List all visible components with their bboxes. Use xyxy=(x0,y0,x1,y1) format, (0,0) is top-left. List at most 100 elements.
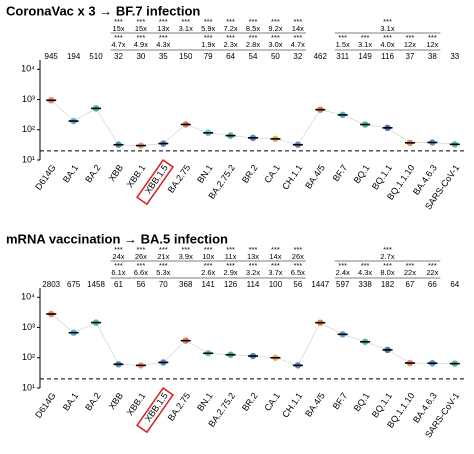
gmt-label: 79 xyxy=(204,52,213,61)
x-tick-label: XBB.1 xyxy=(125,391,148,418)
gmt-label: 33 xyxy=(450,52,459,61)
gmt-label: 50 xyxy=(271,52,280,61)
gmt-label: 311 xyxy=(336,52,349,61)
gmt-label: 1458 xyxy=(87,280,105,289)
connector xyxy=(365,341,388,351)
highlight-box xyxy=(136,387,174,434)
x-tick-label: BA.1 xyxy=(61,163,80,185)
gmt-label: 66 xyxy=(428,280,437,289)
x-tick-label: CA.1 xyxy=(262,163,282,185)
significance: *** xyxy=(137,17,146,26)
significance: *** xyxy=(406,33,415,42)
gmt-label: 149 xyxy=(358,52,372,61)
fold-change: 15x xyxy=(135,24,147,33)
fold-change: 3.1x xyxy=(179,24,193,33)
x-tick-label: BA.1 xyxy=(61,391,80,413)
significance: *** xyxy=(204,245,213,254)
y-tick-label: 10² xyxy=(22,352,35,362)
x-tick-label: CA.1 xyxy=(262,391,282,413)
significance: *** xyxy=(293,245,302,254)
gmt-label: 30 xyxy=(136,52,145,61)
fold-change: 21x xyxy=(157,252,169,261)
gmt-label: 54 xyxy=(249,52,258,61)
significance: *** xyxy=(249,17,258,26)
significance: *** xyxy=(137,245,146,254)
gmt-label: 64 xyxy=(450,280,459,289)
significance: *** xyxy=(271,33,280,42)
fold-change: 22x xyxy=(404,268,416,277)
significance: *** xyxy=(383,261,392,270)
fold-change: 14x xyxy=(292,24,304,33)
fold-change: 15x xyxy=(112,24,124,33)
gmt-label: 64 xyxy=(226,52,235,61)
x-tick-label: BR.2 xyxy=(240,163,260,185)
significance: *** xyxy=(406,261,415,270)
x-tick-label: D614G xyxy=(33,163,58,192)
gmt-label: 945 xyxy=(45,52,59,61)
significance: *** xyxy=(428,33,437,42)
significance: *** xyxy=(293,33,302,42)
gmt-label: 2803 xyxy=(42,280,60,289)
significance: *** xyxy=(159,245,168,254)
fold-change: 13x xyxy=(247,252,259,261)
significance: *** xyxy=(361,261,370,270)
connector xyxy=(297,109,321,145)
significance: *** xyxy=(271,245,280,254)
fold-change: 4.7x xyxy=(111,40,125,49)
y-tick-label: 10² xyxy=(22,124,35,134)
connector xyxy=(342,334,366,343)
significance: *** xyxy=(293,261,302,270)
fold-change: 7.2x xyxy=(223,24,237,33)
gmt-label: 338 xyxy=(358,280,372,289)
gmt-label: 37 xyxy=(405,52,414,61)
highlight-box xyxy=(136,159,174,206)
fold-change: 5.9x xyxy=(201,24,215,33)
x-tick-label: BA.4/5 xyxy=(303,163,327,191)
significance: *** xyxy=(249,261,258,270)
significance: *** xyxy=(204,17,213,26)
significance: *** xyxy=(383,33,392,42)
x-tick-label: CH.1.1 xyxy=(280,163,304,192)
fold-change: 6.5x xyxy=(291,268,305,277)
significance: *** xyxy=(204,33,213,42)
connector xyxy=(320,322,343,335)
significance: *** xyxy=(137,33,146,42)
gmt-label: 126 xyxy=(224,280,238,289)
gmt-label: 70 xyxy=(159,280,168,289)
significance: *** xyxy=(204,261,213,270)
y-tick-label: 10¹ xyxy=(22,154,35,164)
fold-change: 5.3x xyxy=(156,268,170,277)
gmt-label: 61 xyxy=(114,280,123,289)
gmt-label: 56 xyxy=(136,280,145,289)
fold-change: 4.9x xyxy=(134,40,148,49)
x-tick-label: BA.4/5 xyxy=(303,391,327,419)
y-tick-label: 10³ xyxy=(22,94,35,104)
significance: *** xyxy=(226,33,235,42)
gmt-label: 114 xyxy=(247,280,260,289)
gmt-label: 100 xyxy=(269,280,283,289)
connector xyxy=(163,124,186,144)
significance: *** xyxy=(137,261,146,270)
fold-change: 4.0x xyxy=(380,40,394,49)
significance: *** xyxy=(159,261,168,270)
fold-change: 13x xyxy=(157,24,169,33)
significance: *** xyxy=(114,261,123,270)
fold-change: 12x xyxy=(426,40,438,49)
x-tick-label: BR.2 xyxy=(240,391,260,413)
x-tick-label: BA.2.75 xyxy=(166,391,193,423)
gmt-label: 510 xyxy=(89,52,103,61)
significance: *** xyxy=(293,17,302,26)
x-tick-label: XBB xyxy=(107,163,126,183)
significance: *** xyxy=(114,245,123,254)
gmt-label: 194 xyxy=(67,52,81,61)
fold-change: 14x xyxy=(269,252,281,261)
connector xyxy=(95,322,119,365)
gmt-label: 32 xyxy=(114,52,123,61)
x-tick-label: BA.2.75 xyxy=(166,163,193,195)
gmt-label: 116 xyxy=(381,52,394,61)
y-tick-label: 10⁴ xyxy=(21,292,35,302)
fold-change: 6.1x xyxy=(111,268,125,277)
gmt-label: 150 xyxy=(179,52,193,61)
x-tick-label: BN.1 xyxy=(195,163,215,185)
gmt-label: 1447 xyxy=(311,280,329,289)
